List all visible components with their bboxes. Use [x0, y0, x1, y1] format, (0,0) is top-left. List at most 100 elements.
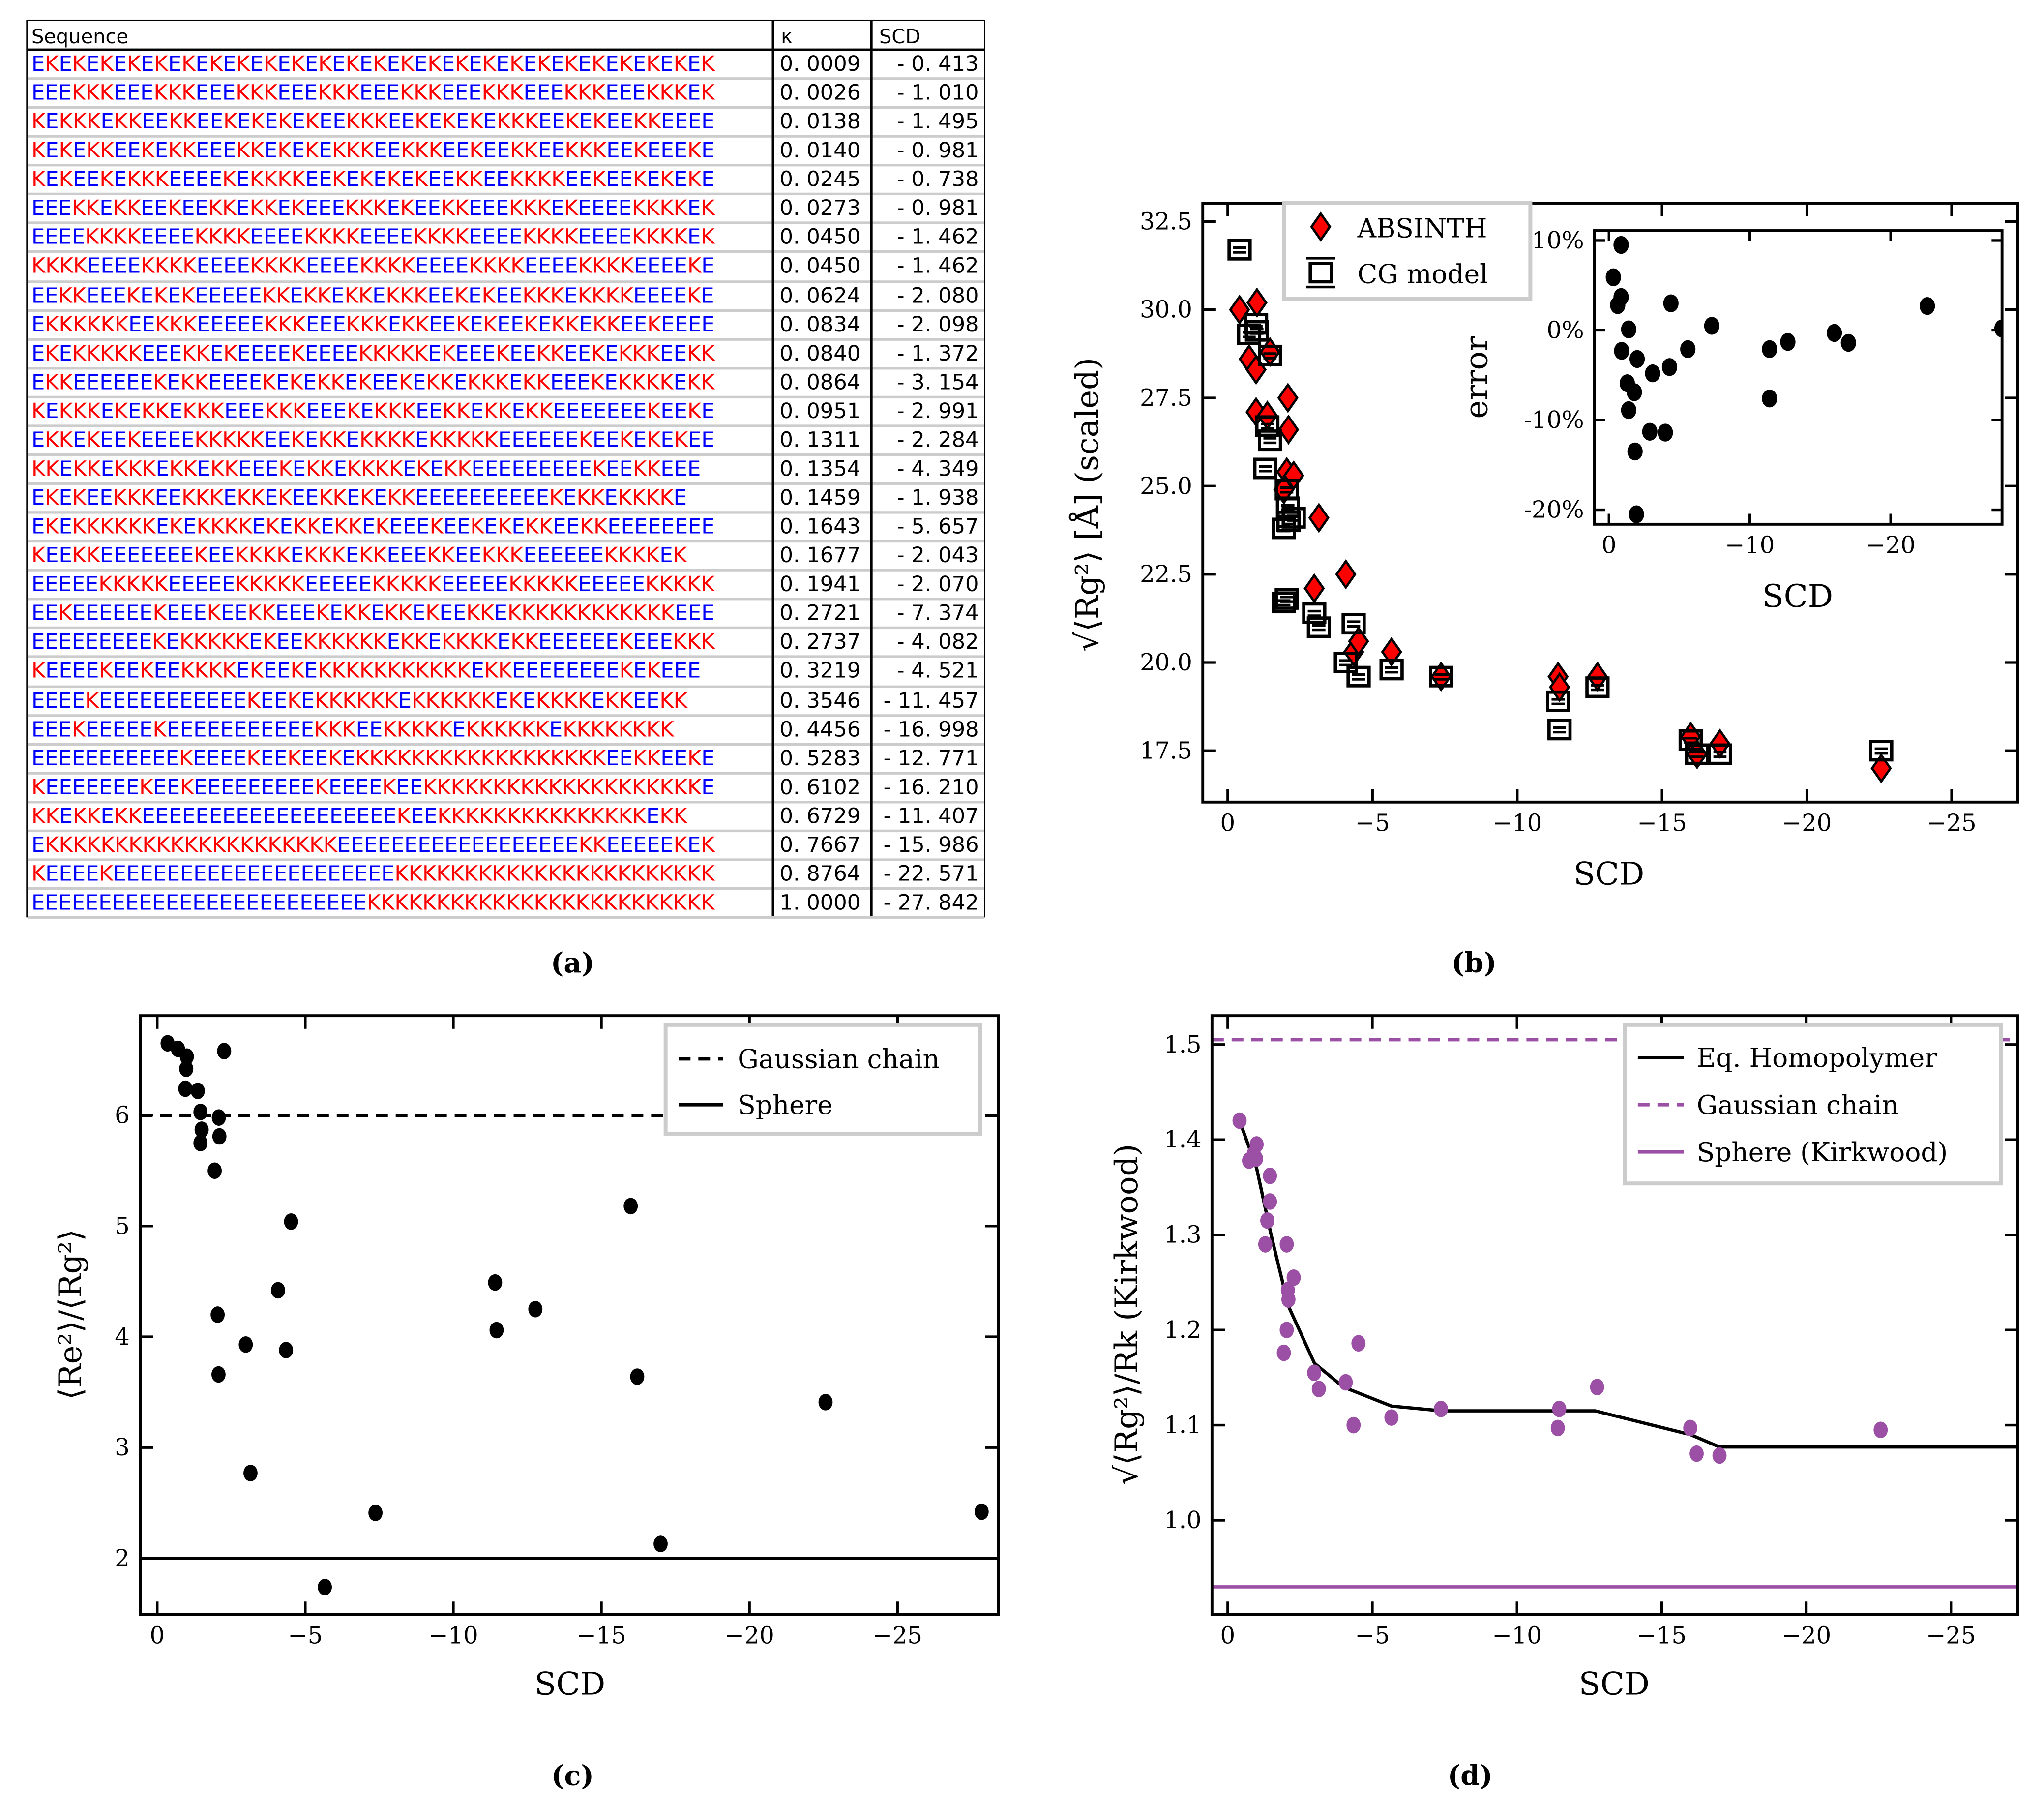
residue-glutamate: E	[458, 832, 472, 857]
residue-glutamate: E	[86, 716, 99, 742]
residue-glutamate: E	[263, 658, 277, 684]
residue-glutamate: E	[279, 513, 293, 539]
residue-lysine: K	[345, 658, 359, 684]
legend-cg-model: CG model	[1358, 259, 1488, 290]
y-tick-label: 0%	[1547, 316, 1584, 344]
residue-glutamate: E	[59, 658, 72, 684]
residue-glutamate: E	[277, 340, 291, 365]
residue-lysine: K	[87, 803, 101, 828]
residue-lysine: K	[701, 51, 715, 76]
residue-lysine: K	[45, 311, 59, 336]
residue-glutamate: E	[290, 224, 304, 250]
residue-lysine: K	[507, 601, 522, 626]
residue-lysine: K	[383, 716, 397, 742]
residue-lysine: K	[401, 253, 415, 279]
residue-lysine: K	[428, 427, 443, 452]
residue-lysine: K	[100, 340, 114, 365]
residue-glutamate: E	[87, 253, 101, 279]
residue-lysine: K	[592, 311, 607, 336]
residue-lysine: K	[224, 513, 238, 539]
residue-lysine: K	[180, 774, 194, 799]
residue-lysine: K	[536, 572, 551, 597]
residue-glutamate: E	[470, 398, 484, 423]
residue-glutamate: E	[195, 195, 208, 221]
residue-glutamate: E	[45, 195, 59, 221]
data-point	[1658, 423, 1673, 442]
residue-glutamate: E	[591, 224, 605, 250]
residue-glutamate: E	[404, 832, 418, 857]
residue-glutamate: E	[605, 340, 619, 365]
sequence-cell: KKEKKEKKKEKKEKKEEEKEKKEKKKKEKEKKEEEEEEEE…	[31, 456, 701, 482]
residue-lysine: K	[373, 195, 387, 221]
residue-lysine: K	[141, 485, 155, 510]
residue-lysine: K	[361, 456, 375, 481]
residue-lysine: K	[374, 398, 388, 423]
residue-glutamate: E	[126, 369, 140, 394]
residue-glutamate: E	[326, 890, 340, 915]
residue-lysine: K	[250, 138, 264, 163]
residue-lysine: K	[465, 803, 479, 828]
residue-lysine: K	[536, 369, 551, 394]
residue-glutamate: E	[113, 369, 126, 394]
residue-lysine: K	[126, 485, 141, 510]
residue-lysine: K	[330, 369, 345, 394]
residue-lysine: K	[482, 51, 496, 76]
cg-model-point	[1341, 613, 1366, 635]
residue-glutamate: E	[660, 282, 674, 307]
residue-lysine: K	[441, 630, 456, 655]
sequence-cell: KEEEEEEEKEEKEEEEEEEEEKEEEEKEEKKKKKKKKKKK…	[31, 774, 715, 800]
residue-lysine: K	[510, 109, 525, 134]
residue-glutamate: E	[511, 832, 525, 857]
residue-lysine: K	[126, 195, 141, 221]
residue-lysine: K	[619, 282, 633, 307]
residue-glutamate: E	[524, 253, 538, 279]
residue-glutamate: E	[498, 832, 512, 857]
residue-glutamate: E	[374, 485, 387, 510]
residue-glutamate: E	[620, 109, 633, 134]
residue-lysine: K	[438, 716, 452, 742]
residue-glutamate: E	[58, 195, 72, 221]
residue-lysine: K	[45, 456, 59, 481]
residue-lysine: K	[342, 716, 356, 742]
residue-glutamate: E	[386, 80, 400, 105]
x-tick-label: −20	[1866, 532, 1916, 559]
residue-lysine: K	[646, 485, 660, 510]
residue-lysine: K	[510, 630, 525, 655]
residue-glutamate: E	[58, 80, 72, 105]
residue-glutamate: E	[673, 485, 687, 510]
residue-glutamate: E	[31, 427, 45, 452]
residue-lysine: K	[647, 456, 661, 481]
residue-lysine: K	[619, 687, 633, 713]
data-point	[211, 1366, 226, 1383]
residue-lysine: K	[334, 513, 348, 539]
residue-lysine: K	[384, 687, 398, 713]
x-tick-label: −10	[1492, 809, 1542, 837]
residue-glutamate: E	[497, 311, 511, 336]
residue-lysine: K	[547, 861, 562, 886]
residue-glutamate: E	[86, 861, 99, 886]
residue-glutamate: E	[71, 224, 86, 250]
scd-cell: - 0. 413	[897, 51, 979, 76]
residue-lysine: K	[397, 745, 411, 770]
residue-glutamate: E	[264, 138, 278, 163]
residue-lysine: K	[373, 51, 387, 76]
residue-glutamate: E	[193, 687, 207, 713]
y-tick-label: 1.0	[1164, 1506, 1201, 1534]
residue-lysine: K	[385, 282, 400, 307]
residue-lysine: K	[576, 803, 591, 828]
residue-lysine: K	[320, 456, 334, 481]
residue-lysine: K	[221, 630, 236, 655]
residue-lysine: K	[632, 456, 647, 481]
residue-lysine: K	[359, 167, 374, 192]
residue-glutamate: E	[208, 167, 222, 192]
residue-lysine: K	[358, 282, 373, 307]
residue-glutamate: E	[538, 427, 552, 452]
residue-glutamate: E	[469, 224, 482, 250]
residue-lysine: K	[549, 485, 563, 510]
residue-glutamate: E	[340, 890, 354, 915]
residue-lysine: K	[401, 485, 415, 510]
kappa-cell: 0. 0009	[779, 51, 861, 76]
residue-lysine: K	[590, 716, 605, 742]
residue-lysine: K	[152, 601, 167, 626]
residue-glutamate: E	[328, 774, 342, 799]
